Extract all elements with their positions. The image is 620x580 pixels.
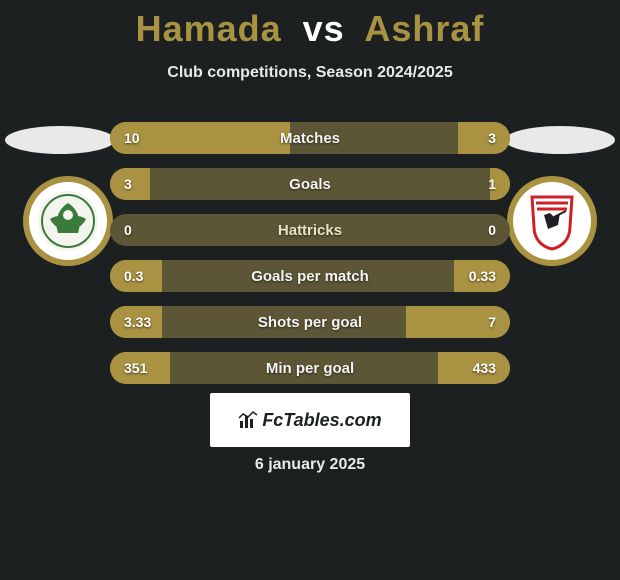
stat-label: Hattricks [110,222,510,239]
crest-icon [520,189,584,253]
render-date: 6 january 2025 [0,456,620,474]
stat-bars: 103Matches 31Goals 00Hattricks 0.30.33Goals… [110,122,510,398]
stat-row: 351433Min per goal [110,352,510,384]
comparison-title: Hamada vs Ashraf [0,0,620,50]
stat-row: 00Hattricks [110,214,510,246]
brand-text: FcTables.com [262,410,381,431]
stat-row: 0.30.33Goals per match [110,260,510,292]
brand-logo[interactable]: FcTables.com [210,393,410,447]
shadow-ellipse-left [5,126,115,154]
team-crest-right [507,176,597,266]
stat-label: Goals per match [110,268,510,285]
stat-label: Goals [110,176,510,193]
stat-row: 103Matches [110,122,510,154]
stat-label: Matches [110,130,510,147]
player2-name: Ashraf [364,8,484,49]
stat-label: Shots per goal [110,314,510,331]
subtitle: Club competitions, Season 2024/2025 [0,64,620,82]
player1-name: Hamada [136,8,282,49]
shadow-ellipse-right [505,126,615,154]
stat-row: 31Goals [110,168,510,200]
crest-icon [36,189,100,253]
chart-icon [238,410,258,430]
stat-label: Min per goal [110,360,510,377]
stat-row: 3.337Shots per goal [110,306,510,338]
vs-text: vs [303,8,345,49]
team-crest-left [23,176,113,266]
